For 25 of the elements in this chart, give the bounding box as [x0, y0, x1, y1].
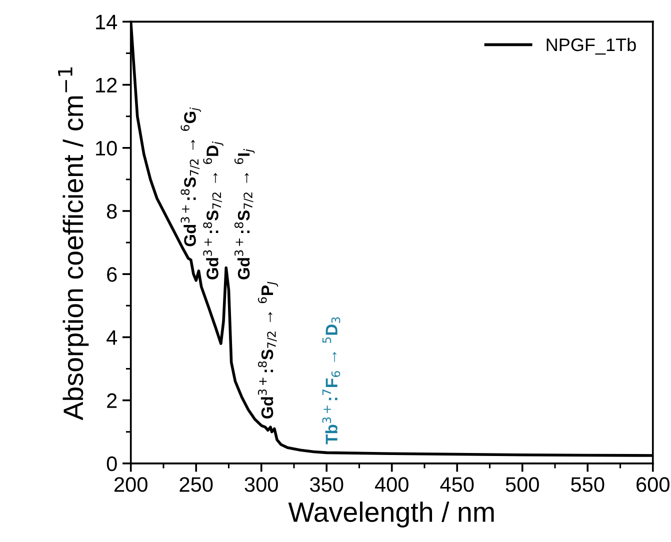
y-tick-label: 6 — [107, 267, 117, 282]
text: Tb$^{3+}$:$^{7}$F$_{6}$ → $^{5}$D$_{3}$ — [322, 317, 340, 444]
x-tick-label: 550 — [571, 477, 604, 492]
legend-label: NPGF_1Tb — [546, 38, 636, 55]
x-tick-label: 400 — [374, 477, 408, 492]
text: Gd$^{3+}$:$^{8}$S$_{7/2}$ → $^{6}$G$_{j}$ — [180, 107, 201, 246]
x-tick-label: 450 — [440, 477, 474, 492]
x-tick-label: 350 — [310, 477, 344, 492]
y-tick-label: 10 — [96, 140, 117, 156]
x-tick-label: 300 — [244, 477, 278, 492]
y-tick-label: 12 — [96, 78, 117, 92]
x-axis-title: Wavelength / nm — [288, 502, 494, 528]
text: Gd$^{3+}$:$^{8}$S$_{7/2}$ → $^{6}$D$_{j}$ — [203, 142, 224, 280]
y-tick-label: 2 — [107, 393, 117, 408]
x-tick-label: 600 — [636, 477, 670, 492]
y-axis-title: Absorption coefficient / cm$^{−1}$ — [58, 67, 89, 420]
y-tick-label: 0 — [106, 456, 117, 472]
y-tick-label: 14 — [96, 14, 118, 30]
x-tick-label: 200 — [114, 477, 148, 492]
text: Gd$^{3+}$:$^{8}$S$_{7/2}$ → $^{6}$P$_{J}$ — [258, 282, 278, 419]
y-tick-label: 8 — [106, 204, 117, 219]
text: Gd$^{3+}$:$^{8}$S$_{7/2}$ → $^{6}$I$_{j}$ — [234, 148, 255, 280]
x-tick-label: 500 — [506, 477, 539, 492]
x-tick-label: 250 — [180, 477, 213, 492]
y-tick-label: 4 — [106, 330, 118, 345]
